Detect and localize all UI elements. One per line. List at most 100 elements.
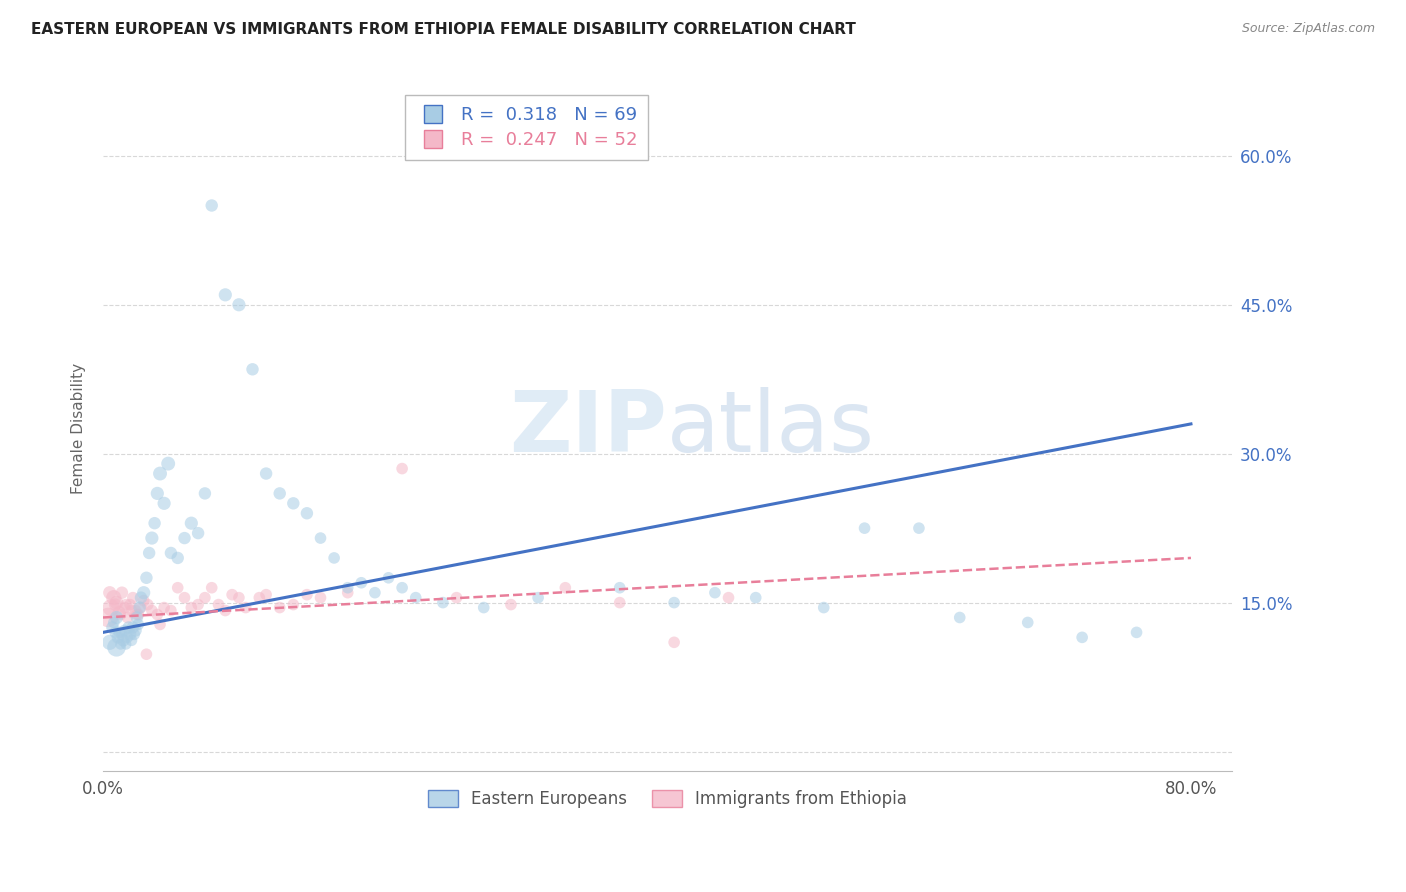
Point	[214, 603, 236, 617]
Text: ZIP: ZIP	[509, 387, 668, 470]
Point	[112, 633, 135, 648]
Point	[105, 596, 128, 610]
Point	[853, 521, 876, 535]
Point	[129, 591, 152, 605]
Point	[336, 581, 359, 595]
Point	[254, 467, 277, 481]
Y-axis label: Female Disability: Female Disability	[72, 363, 86, 494]
Point	[115, 637, 138, 651]
Point	[472, 600, 495, 615]
Text: atlas: atlas	[668, 387, 876, 470]
Point	[132, 593, 155, 607]
Point	[391, 581, 413, 595]
Point	[295, 506, 318, 520]
Point	[104, 598, 127, 612]
Point	[336, 585, 359, 599]
Point	[221, 588, 243, 602]
Point	[114, 600, 136, 615]
Point	[1071, 631, 1094, 645]
Point	[135, 571, 157, 585]
Point	[166, 550, 188, 565]
Point	[127, 617, 149, 632]
Point	[108, 606, 131, 620]
Point	[717, 591, 740, 605]
Point	[214, 288, 236, 302]
Point	[813, 600, 835, 615]
Point	[122, 627, 145, 641]
Point	[117, 631, 139, 645]
Point	[115, 598, 138, 612]
Point	[173, 591, 195, 605]
Point	[662, 635, 685, 649]
Point	[103, 591, 125, 605]
Point	[446, 591, 468, 605]
Point	[128, 600, 150, 615]
Point	[138, 546, 160, 560]
Point	[949, 610, 972, 624]
Point	[117, 610, 139, 624]
Point	[98, 585, 121, 599]
Point	[350, 575, 373, 590]
Point	[149, 467, 172, 481]
Point	[527, 591, 550, 605]
Point	[242, 362, 264, 376]
Point	[120, 598, 142, 612]
Point	[377, 571, 399, 585]
Point	[391, 461, 413, 475]
Point	[146, 607, 169, 622]
Point	[136, 598, 159, 612]
Point	[129, 600, 152, 615]
Point	[207, 598, 229, 612]
Point	[98, 635, 121, 649]
Point	[228, 591, 250, 605]
Point	[247, 591, 270, 605]
Point	[908, 521, 931, 535]
Point	[107, 631, 129, 645]
Point	[1125, 625, 1147, 640]
Point	[135, 647, 157, 661]
Point	[180, 516, 202, 531]
Point	[121, 620, 143, 634]
Point	[194, 486, 217, 500]
Point	[745, 591, 768, 605]
Point	[125, 610, 148, 624]
Point	[405, 591, 427, 605]
Point	[121, 591, 143, 605]
Point	[141, 603, 163, 617]
Point	[110, 607, 132, 622]
Point	[153, 600, 176, 615]
Point	[309, 531, 332, 545]
Point	[269, 486, 291, 500]
Point	[254, 588, 277, 602]
Point	[160, 603, 183, 617]
Point	[554, 581, 576, 595]
Point	[703, 585, 725, 599]
Point	[173, 531, 195, 545]
Point	[187, 526, 209, 541]
Point	[160, 546, 183, 560]
Point	[180, 600, 202, 615]
Point	[283, 598, 305, 612]
Point	[121, 633, 143, 648]
Point	[97, 610, 120, 624]
Legend: Eastern Europeans, Immigrants from Ethiopia: Eastern Europeans, Immigrants from Ethio…	[420, 783, 914, 814]
Point	[101, 620, 124, 634]
Point	[201, 581, 224, 595]
Point	[108, 625, 131, 640]
Point	[235, 600, 257, 615]
Point	[364, 585, 387, 599]
Point	[143, 516, 166, 531]
Point	[499, 598, 522, 612]
Point	[110, 637, 132, 651]
Point	[111, 627, 134, 641]
Point	[269, 600, 291, 615]
Point	[609, 581, 631, 595]
Point	[141, 531, 163, 545]
Text: Source: ZipAtlas.com: Source: ZipAtlas.com	[1241, 22, 1375, 36]
Point	[157, 457, 180, 471]
Point	[118, 620, 141, 634]
Point	[124, 603, 146, 617]
Point	[105, 610, 128, 624]
Point	[114, 624, 136, 638]
Point	[609, 596, 631, 610]
